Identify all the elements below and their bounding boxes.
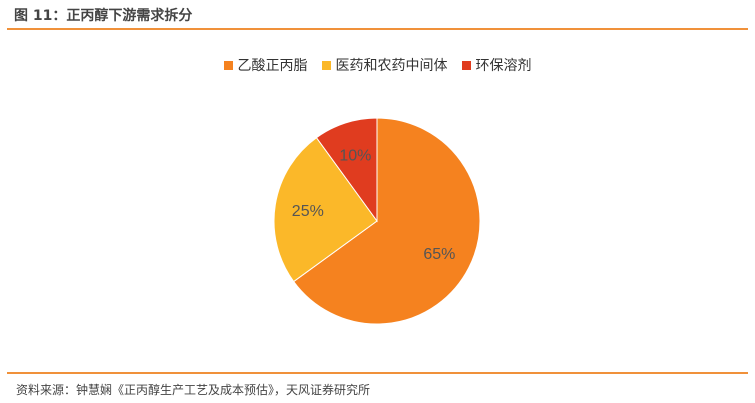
- legend-item: 乙酸正丙脂: [223, 55, 308, 75]
- source-note: 资料来源：钟慧娴《正丙醇生产工艺及成本预估》，天风证券研究所: [16, 383, 371, 397]
- data-label: 25%: [292, 203, 324, 220]
- data-label: 10%: [339, 147, 371, 164]
- legend-label: 环保溶剂: [475, 58, 532, 74]
- legend-swatch: [223, 60, 233, 70]
- bottom-rule: [7, 372, 748, 374]
- legend-label: 乙酸正丙脂: [237, 58, 308, 74]
- legend-item: 环保溶剂: [461, 55, 532, 75]
- legend-swatch: [321, 60, 331, 70]
- top-rule: [7, 28, 748, 30]
- figure-title: 图 11：正丙醇下游需求拆分: [14, 8, 193, 24]
- legend: 乙酸正丙脂 医药和农药中间体 环保溶剂: [0, 55, 755, 75]
- legend-swatch: [461, 60, 471, 70]
- pie-slice: [292, 117, 481, 325]
- pie-slice: [315, 117, 378, 223]
- data-label: 65%: [423, 246, 455, 263]
- legend-item: 医药和农药中间体: [321, 55, 448, 75]
- legend-label: 医药和农药中间体: [335, 58, 448, 74]
- pie-slice: [273, 136, 378, 283]
